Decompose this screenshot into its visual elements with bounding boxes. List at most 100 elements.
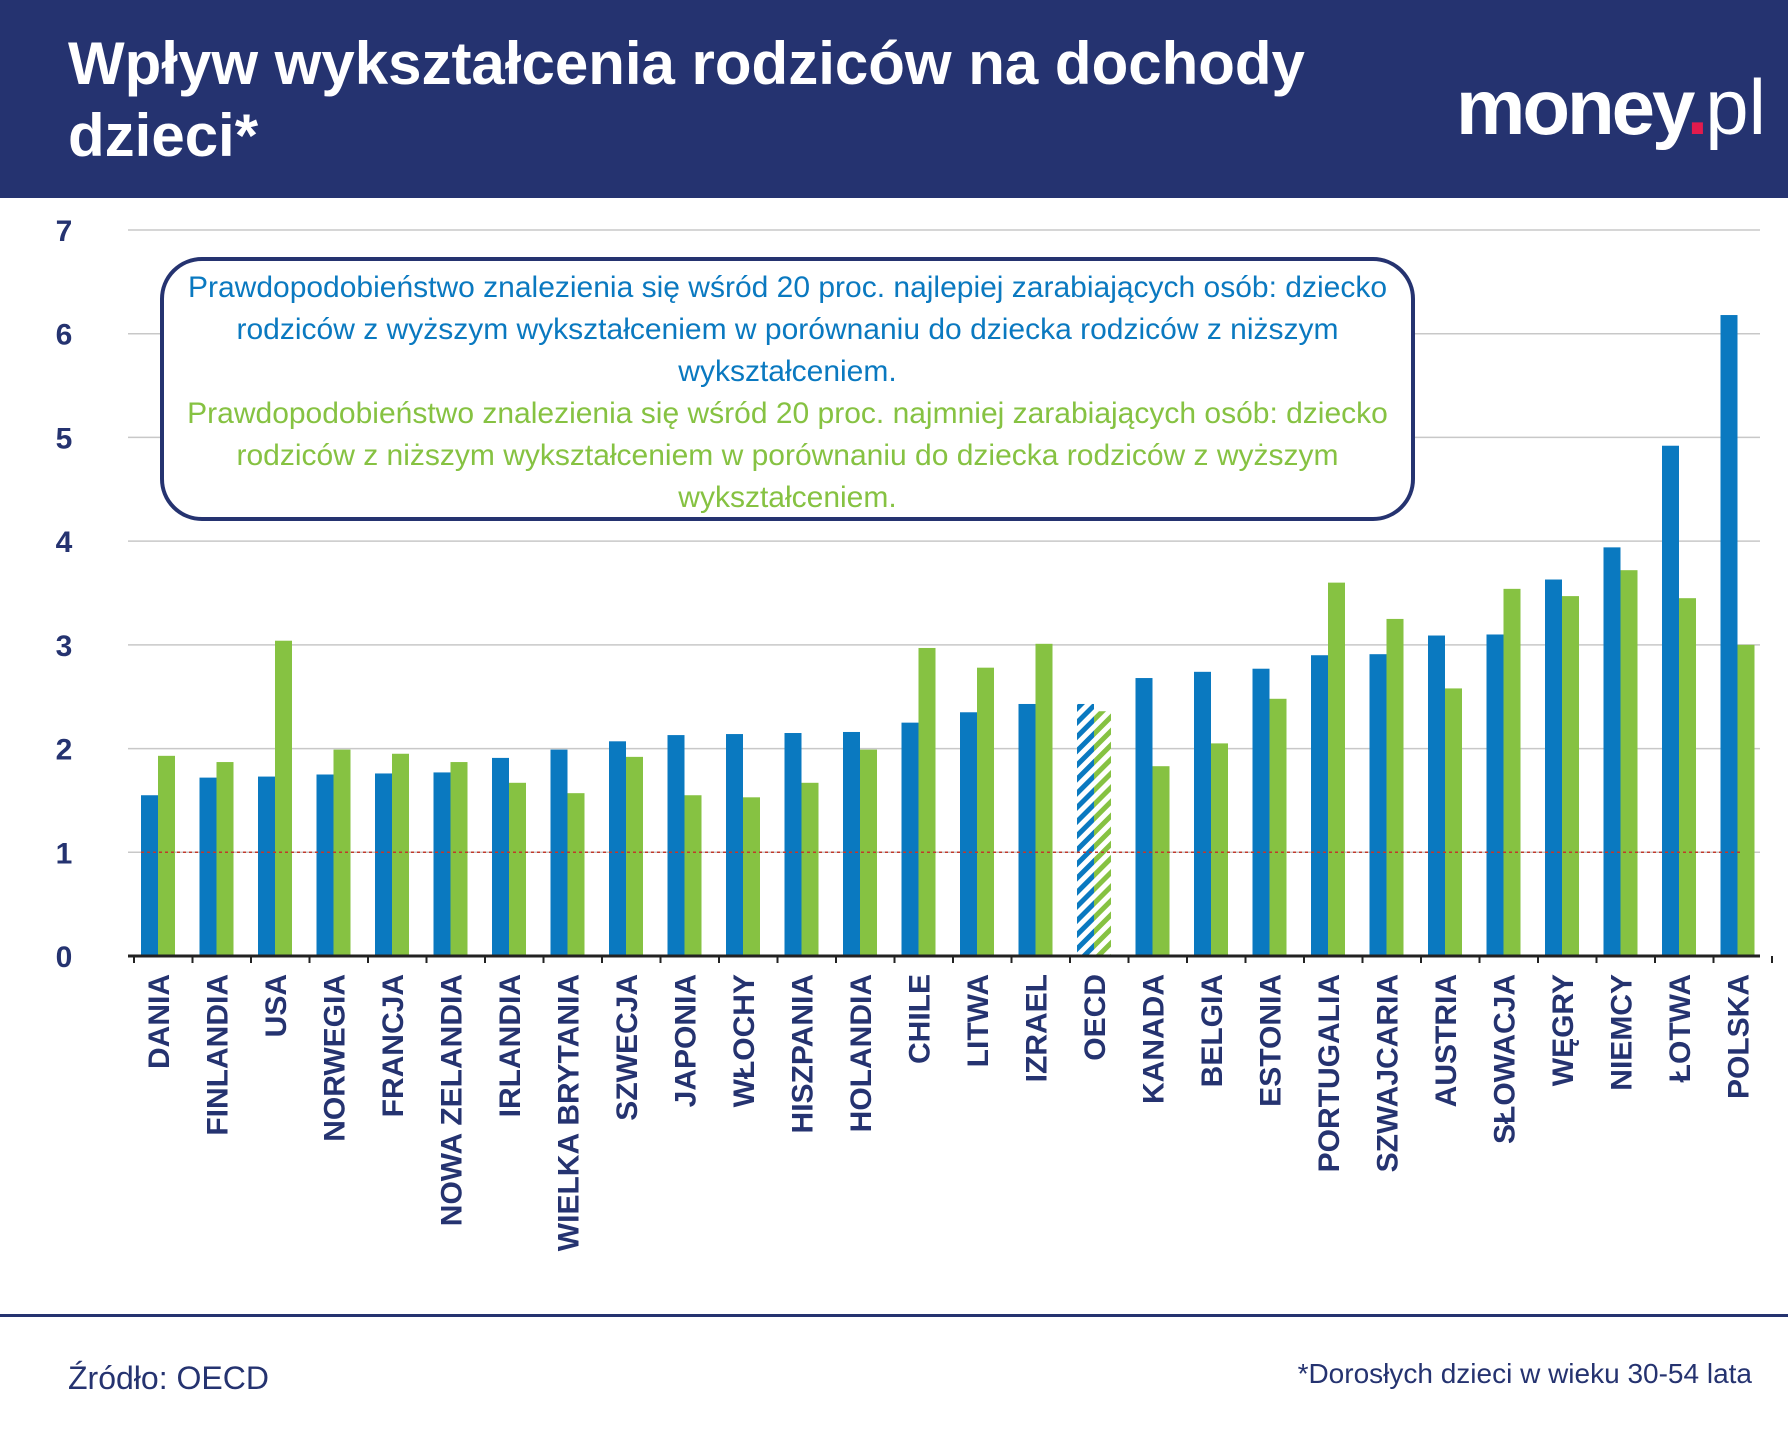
y-tick-label: 4: [56, 526, 73, 559]
bar-bottom-earners: [684, 795, 702, 956]
bar-top-earners: [1486, 634, 1504, 956]
bar-bottom-earners: [918, 647, 936, 956]
y-tick-label: 0: [56, 941, 73, 974]
x-tick-label: WIELKA BRYTANIA: [553, 974, 586, 1251]
bar-top-earners: [1369, 654, 1387, 956]
x-tick-label: USA: [260, 974, 293, 1037]
bar-top-earners: [609, 741, 626, 956]
bar-bottom-earners: [626, 756, 643, 956]
bar-bottom-earners: [567, 793, 585, 956]
bar-bottom-earners: [1737, 644, 1755, 956]
x-tick-label: ESTONIA: [1255, 974, 1288, 1107]
x-tick-label: POLSKA: [1723, 974, 1756, 1099]
footnote: *Dorosłych dzieci w wieku 30-54 lata: [1297, 1358, 1752, 1389]
y-tick-label: 6: [56, 319, 73, 352]
x-tick-label: BELGIA: [1196, 974, 1229, 1087]
bar-bottom-earners: [450, 762, 468, 956]
bar-top-earners: [1252, 668, 1270, 956]
x-tick-label: WŁOCHY: [728, 974, 761, 1107]
bar-top-earners: [960, 712, 977, 956]
source-note: Źródło: OECD: [68, 1360, 269, 1396]
bar-top-earners: [1135, 678, 1153, 956]
bar-top-earners: [1311, 655, 1328, 956]
x-tick-label: WĘGRY: [1547, 974, 1580, 1086]
bar-bottom-earners: [1035, 643, 1053, 956]
bar-top-earners: [1545, 579, 1562, 956]
bar-top-earners: [375, 773, 392, 956]
bar-top-earners: [1077, 703, 1094, 956]
x-tick-label: SŁOWACJA: [1489, 974, 1522, 1144]
x-tick-label: SZWECJA: [611, 974, 644, 1121]
x-tick-label: DANIA: [143, 974, 176, 1069]
bar-bottom-earners: [1562, 596, 1579, 956]
chart-title: Wpływ wykształcenia rodziców na dochody …: [68, 30, 1305, 169]
money-pl-logo: money.pl: [1455, 63, 1766, 151]
bar-bottom-earners: [801, 782, 819, 956]
bar-top-earners: [1662, 445, 1679, 956]
x-tick-label: JAPONIA: [670, 974, 703, 1107]
x-tick-label: CHILE: [904, 974, 937, 1064]
bar-bottom-earners: [392, 753, 409, 956]
x-tick-label: SZWAJCARIA: [1372, 974, 1405, 1172]
bar-top-earners: [784, 733, 802, 956]
bar-bottom-earners: [1386, 618, 1404, 956]
x-tick-label: IRLANDIA: [494, 974, 527, 1117]
bar-bottom-earners: [1094, 711, 1111, 956]
bar-bottom-earners: [1620, 570, 1638, 956]
legend-text-top-earners: Prawdopodobieństwo znalezienia się wśród…: [187, 271, 1388, 388]
header: Wpływ wykształcenia rodziców na dochody …: [0, 0, 1788, 198]
bar-top-earners: [1603, 547, 1621, 956]
bar-bottom-earners: [158, 755, 175, 956]
bar-bottom-earners: [216, 762, 234, 956]
bar-bottom-earners: [977, 667, 994, 956]
y-tick-label: 5: [56, 422, 73, 455]
bar-top-earners: [433, 772, 451, 956]
x-tick-label: NORWEGIA: [319, 974, 352, 1142]
bar-top-earners: [843, 731, 860, 956]
bar-top-earners: [726, 734, 743, 956]
y-tick-label: 2: [56, 734, 73, 767]
legend-box: Prawdopodobieństwo znalezienia się wśród…: [160, 257, 1415, 521]
bar-bottom-earners: [1503, 588, 1521, 956]
x-tick-label: HISZPANIA: [787, 974, 820, 1133]
bar-bottom-earners: [743, 797, 760, 956]
bar-top-earners: [1720, 315, 1738, 956]
bar-bottom-earners: [1211, 743, 1228, 956]
x-tick-label: FINLANDIA: [202, 974, 235, 1136]
bar-top-earners: [141, 795, 158, 956]
bar-bottom-earners: [1679, 598, 1696, 956]
bar-bottom-earners: [509, 782, 526, 956]
bar-top-earners: [258, 776, 275, 956]
y-tick-label: 1: [56, 837, 73, 870]
footer-divider: [0, 1314, 1788, 1317]
legend-text-bottom-earners: Prawdopodobieństwo znalezienia się wśród…: [187, 397, 1388, 514]
x-tick-label: IZRAEL: [1021, 974, 1054, 1082]
x-tick-label: NOWA ZELANDIA: [436, 974, 469, 1226]
y-tick-label: 3: [56, 630, 73, 663]
bar-top-earners: [492, 757, 509, 956]
x-tick-label: FRANCJA: [377, 974, 410, 1117]
y-tick-label: 7: [56, 215, 73, 248]
bar-top-earners: [1194, 671, 1211, 956]
bar-top-earners: [901, 722, 919, 956]
x-tick-label: KANADA: [1138, 974, 1171, 1104]
bar-bottom-earners: [1328, 582, 1345, 956]
x-tick-label: NIEMCY: [1606, 974, 1639, 1091]
x-tick-label: AUSTRIA: [1430, 974, 1463, 1107]
bar-top-earners: [1428, 635, 1445, 956]
x-tick-label: HOLANDIA: [845, 974, 878, 1132]
bar-bottom-earners: [1445, 688, 1462, 956]
bar-bottom-earners: [1269, 698, 1287, 956]
x-tick-label: ŁOTWA: [1664, 974, 1697, 1082]
bar-top-earners: [1018, 703, 1036, 956]
bar-top-earners: [667, 735, 685, 956]
bar-top-earners: [199, 777, 217, 956]
x-tick-label: LITWA: [962, 974, 995, 1067]
bar-chart: 0 1 2 3 4 5 6 7 DANIA FINLANDIA USA NORWEGIA FRANCJ…: [56, 215, 1773, 1251]
bar-top-earners: [316, 774, 334, 956]
x-tick-label: OECD: [1079, 974, 1112, 1061]
bar-bottom-earners: [1152, 766, 1170, 956]
bar-bottom-earners: [275, 640, 292, 956]
bar-top-earners: [550, 749, 568, 956]
x-tick-label: PORTUGALIA: [1313, 974, 1346, 1172]
